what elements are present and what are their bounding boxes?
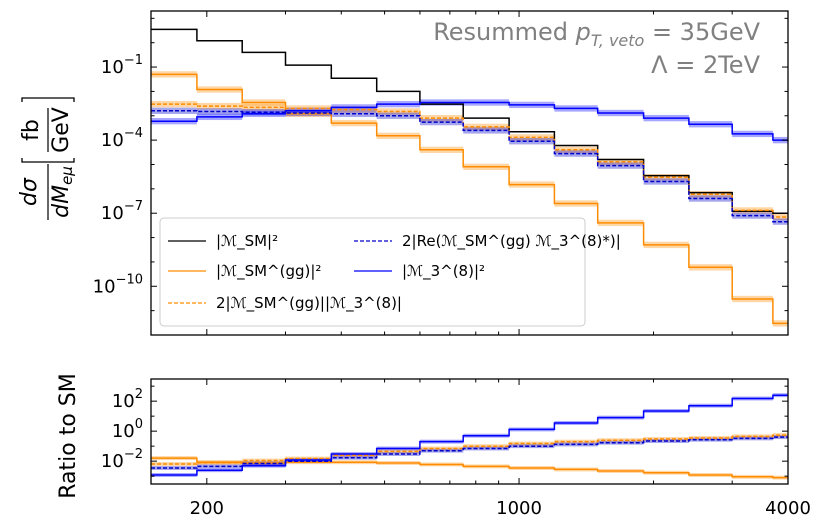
legend-label-re-interference: 2|Re(ℳ_SM^(gg) ℳ_3^(8)*)| — [402, 232, 621, 251]
band-0-2-1 — [196, 102, 243, 110]
xtick-label-2: 4000 — [765, 498, 811, 519]
svg-text:GeV: GeV — [49, 107, 74, 153]
ytick-label-0-1: 10−4 — [101, 126, 143, 151]
legend-label-m3: |ℳ_3^(8)|² — [402, 262, 485, 281]
legend-entry-sm-gg: |ℳ_SM^(gg)|² — [168, 262, 321, 281]
series-line-1-2 — [151, 436, 788, 469]
band-1-1-8 — [509, 441, 555, 446]
ytick-label-1-0: 102 — [112, 387, 143, 412]
svg-text:dσ: dσ — [17, 177, 42, 206]
ytick-label-0-0: 10−1 — [101, 53, 143, 78]
series-line-0-4 — [151, 101, 788, 141]
legend: |ℳ_SM|² |ℳ_SM^(gg)|² 2|ℳ_SM^(gg)||ℳ_3^(8… — [159, 217, 621, 327]
band-0-3-12 — [688, 195, 733, 202]
ytick-label-0-3: 10−10 — [93, 272, 143, 297]
legend-box — [159, 217, 586, 327]
series-line-1-0 — [151, 457, 788, 479]
main-axes-frame — [150, 10, 789, 336]
ratio-y-axis-label: Ratio to SM — [56, 373, 81, 499]
ytick-label-1-2: 10−2 — [101, 447, 143, 472]
svg-text:fb: fb — [19, 119, 44, 141]
ytick-label-1-1: 100 — [112, 417, 143, 442]
ytick-label-0-2: 10−7 — [101, 199, 143, 224]
series-line-0-1 — [151, 73, 788, 325]
legend-label-sm-gg: |ℳ_SM^(gg)|² — [216, 262, 321, 281]
band-1-1-13 — [732, 434, 773, 439]
ratio-panel: 102 100 10−2 200 1000 4000 Ratio to SM — [56, 373, 811, 519]
xtick-label-0: 200 — [190, 498, 224, 519]
legend-entry-re-interference: 2|Re(ℳ_SM^(gg) ℳ_3^(8)*)| — [354, 232, 621, 251]
band-1-1-0 — [151, 462, 197, 466]
band-0-2-4 — [331, 106, 377, 113]
band-1-2-9 — [554, 442, 598, 447]
band-0-2-0 — [151, 100, 197, 108]
series-line-0-0 — [151, 28, 788, 214]
band-1-2-0 — [151, 466, 197, 470]
legend-label-abs-interference: 2|ℳ_SM^(gg)||ℳ_3^(8)| — [216, 294, 402, 313]
band-0-2-14 — [772, 213, 788, 221]
xtick-label-1: 1000 — [496, 498, 542, 519]
band-0-3-9 — [554, 150, 598, 157]
band-1-1-7 — [463, 444, 510, 449]
main-y-axis-label: dσ dMeμ fb GeV — [17, 97, 76, 220]
band-0-3-0 — [151, 107, 197, 114]
annotation-line-2: Λ = 2TeV — [651, 51, 760, 79]
legend-entry-sm: |ℳ_SM|² — [168, 232, 278, 251]
svg-text:dMeμ: dMeμ — [49, 166, 76, 218]
band-0-2-3 — [285, 105, 332, 112]
band-1-2-1 — [196, 464, 243, 469]
legend-label-sm: |ℳ_SM|² — [216, 232, 278, 251]
series-line-0-3 — [151, 110, 788, 223]
band-1-2-12 — [688, 437, 733, 442]
legend-entry-m3: |ℳ_3^(8)|² — [354, 262, 485, 281]
band-0-3-13 — [732, 212, 773, 219]
series-line-1-3 — [151, 394, 788, 476]
band-1-1-14 — [772, 433, 788, 438]
legend-entry-abs-interference: 2|ℳ_SM^(gg)||ℳ_3^(8)| — [168, 294, 402, 313]
band-0-2-10 — [597, 158, 644, 165]
main-panel: 10−1 10−4 10−7 10−10 Resummed pT, veto = 35… — [17, 10, 789, 336]
series-line-0-2 — [151, 103, 788, 218]
band-0-2-6 — [419, 114, 464, 122]
band-0-2-13 — [732, 207, 773, 214]
series-line-1-1 — [151, 434, 788, 465]
annotation-line-1: Resummed pT, veto = 35GeV — [433, 18, 760, 50]
